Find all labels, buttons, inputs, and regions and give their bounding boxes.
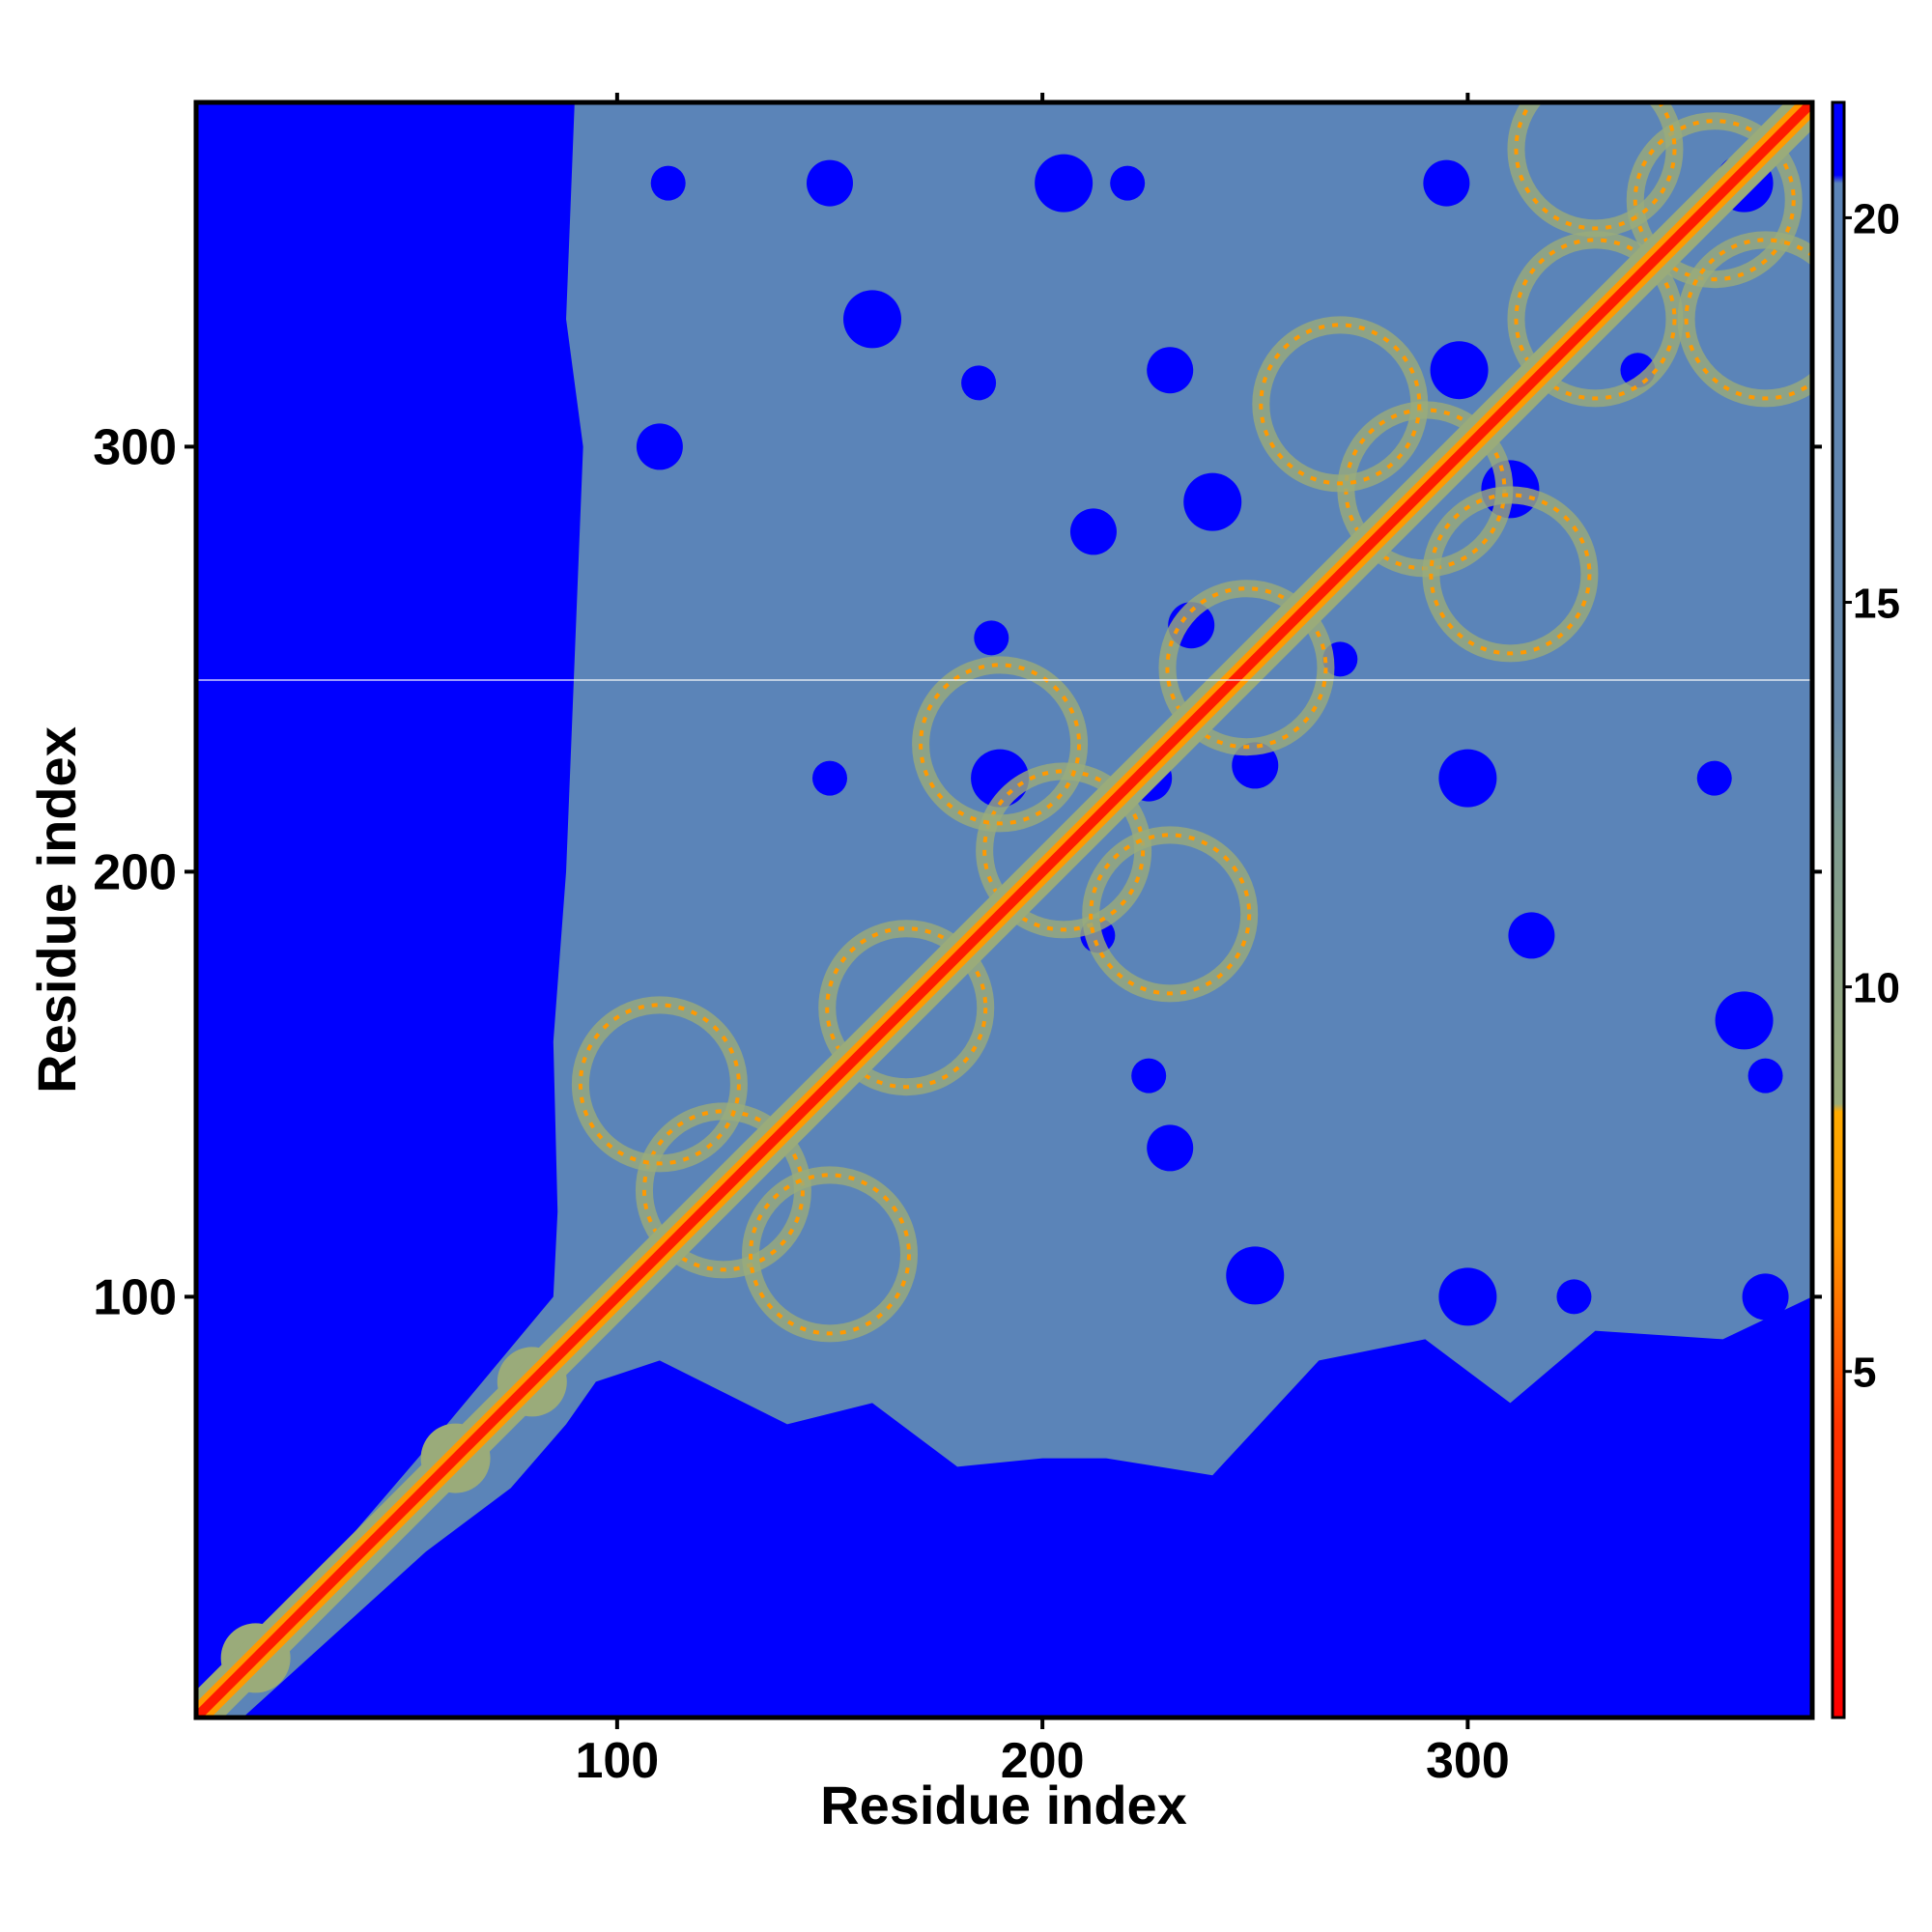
x-tick-label: 300 (1426, 1733, 1510, 1789)
heatmap-cell (1747, 1058, 1783, 1094)
diagonal-line (196, 102, 1812, 1718)
heatmap-cell (806, 159, 853, 207)
heatmap-cell (1147, 347, 1194, 394)
y-tick-label: 300 (93, 419, 177, 475)
heatmap-cell (825, 926, 988, 1090)
heatmap-cell (1556, 1279, 1592, 1315)
heatmap-cell (650, 165, 686, 201)
colorbar-frame (1831, 100, 1846, 1719)
heatmap-cell (641, 1109, 805, 1272)
heatmap-cell (1183, 472, 1242, 531)
colorbar-gradient (1833, 102, 1844, 1718)
heatmap-cell (1069, 508, 1117, 555)
heatmap-cell (1089, 833, 1252, 996)
heatmap-cell (1514, 238, 1677, 401)
y-tick-label: 200 (93, 844, 177, 900)
heatmap-cell (1438, 1267, 1497, 1326)
x-tick-label: 100 (575, 1733, 659, 1789)
x-tick-label: 200 (1001, 1733, 1085, 1789)
heatmap-cell (1423, 159, 1470, 207)
heatmap-cell (748, 1173, 911, 1336)
heatmap-cell (1430, 341, 1489, 400)
colorbar: 5 10 15 20 (1831, 100, 1900, 1719)
heatmap-cell (1696, 760, 1732, 796)
y-axis-title: Residue index (26, 726, 87, 1094)
heatmap-cell (578, 1003, 741, 1166)
y-axis: 100 200 300 (93, 419, 1822, 1325)
heatmap-cell (636, 423, 683, 470)
y-tick-label: 100 (93, 1269, 177, 1325)
colorbar-tick-label: 5 (1853, 1350, 1876, 1397)
heatmap-cell (1165, 586, 1328, 750)
heatmap-cell (843, 290, 902, 349)
heatmap-cell (1035, 154, 1094, 213)
heatmap-cell (1742, 1273, 1789, 1321)
heatmap-cell (1508, 912, 1555, 959)
heatmap-cell (1110, 165, 1146, 201)
heatmap-cell (1429, 493, 1592, 656)
heatmap-cell (1715, 991, 1774, 1050)
colorbar-tick-label: 15 (1853, 581, 1900, 628)
heatmap-area (196, 102, 1812, 1718)
heatmap-cell (1131, 1058, 1167, 1094)
heatmap-cell (961, 365, 997, 401)
heatmap-cell (974, 620, 1009, 656)
heatmap-cell (1147, 1124, 1194, 1172)
x-axis-title: Residue index (820, 1775, 1187, 1835)
heatmap-cell (1259, 323, 1422, 486)
heatmap-cell (982, 769, 1146, 932)
heatmap-cell (811, 760, 847, 796)
plot-frame (193, 99, 1815, 1720)
heatmap-cell (1438, 749, 1497, 808)
heatmap-cell (1633, 119, 1796, 282)
x-axis: 100 200 300 (575, 93, 1510, 1789)
heatmap-cell (1684, 238, 1812, 401)
colorbar-tick-label: 20 (1853, 195, 1900, 242)
heatmap-cell (1514, 102, 1677, 231)
colorbar-tick-label: 10 (1853, 965, 1900, 1012)
heatmap-cell (1226, 1246, 1285, 1305)
heatmap-cell (919, 663, 1082, 826)
